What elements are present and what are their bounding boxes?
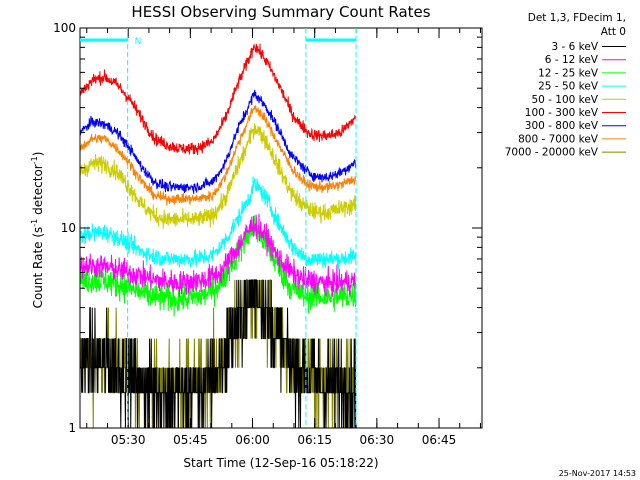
legend-entry-label: 12 - 25 keV [538,67,599,79]
series-line-12-25-kev [80,215,357,317]
x-axis: 05:30 05:45 06:00 06:15 06:30 06:45 [86,28,481,447]
x-tick-label: 06:15 [297,433,332,447]
x-tick-label: 06:30 [360,433,395,447]
x-tick-label: 05:45 [173,433,208,447]
y-axis-label: Count Rate (s-1 detector-1) [30,152,45,309]
y-axis: 1 10 100 [53,21,482,435]
series-line-25-50-kev [80,176,357,272]
legend-entry-label: 100 - 300 keV [525,107,599,119]
legend-entry-label: 50 - 100 keV [531,94,598,106]
legend-entry-label: 3 - 6 keV [551,41,598,53]
chart-title: HESSI Observing Summary Count Rates [131,3,430,21]
series-line-3-6-kev [80,279,357,428]
legend-entry-label: 800 - 7000 keV [518,133,599,145]
legend-entry-label: 6 - 12 keV [545,54,599,66]
x-tick-label: 06:45 [422,433,457,447]
x-tick-label: 05:30 [111,433,146,447]
series-line-50-100-kev [80,123,357,229]
legend-entry-label: 7000 - 20000 keV [505,147,599,159]
legend-entry-label: 25 - 50 keV [538,81,599,93]
plot-area [80,43,357,428]
legend-header-line-2: Att 0 [601,26,626,38]
x-axis-label: Start Time (12-Sep-16 05:18:22) [183,456,378,470]
timestamp-footer: 25-Nov-2017 14:53 [559,469,636,478]
series-line-100-300-kev [80,43,357,156]
legend-entry-label: 300 - 800 keV [525,120,599,132]
series-line-800-7000-kev [80,105,357,206]
x-tick-label: 06:00 [235,433,270,447]
series-line-300-800-kev [80,89,357,194]
y-tick-label: 100 [53,21,76,35]
series-line-6-12-kev [80,213,357,297]
flag-marker-label: N [135,37,142,47]
y-tick-label: 10 [61,221,76,235]
y-tick-label: 1 [68,421,76,435]
legend-header-line-1: Det 1,3, FDecim 1, [528,12,626,24]
